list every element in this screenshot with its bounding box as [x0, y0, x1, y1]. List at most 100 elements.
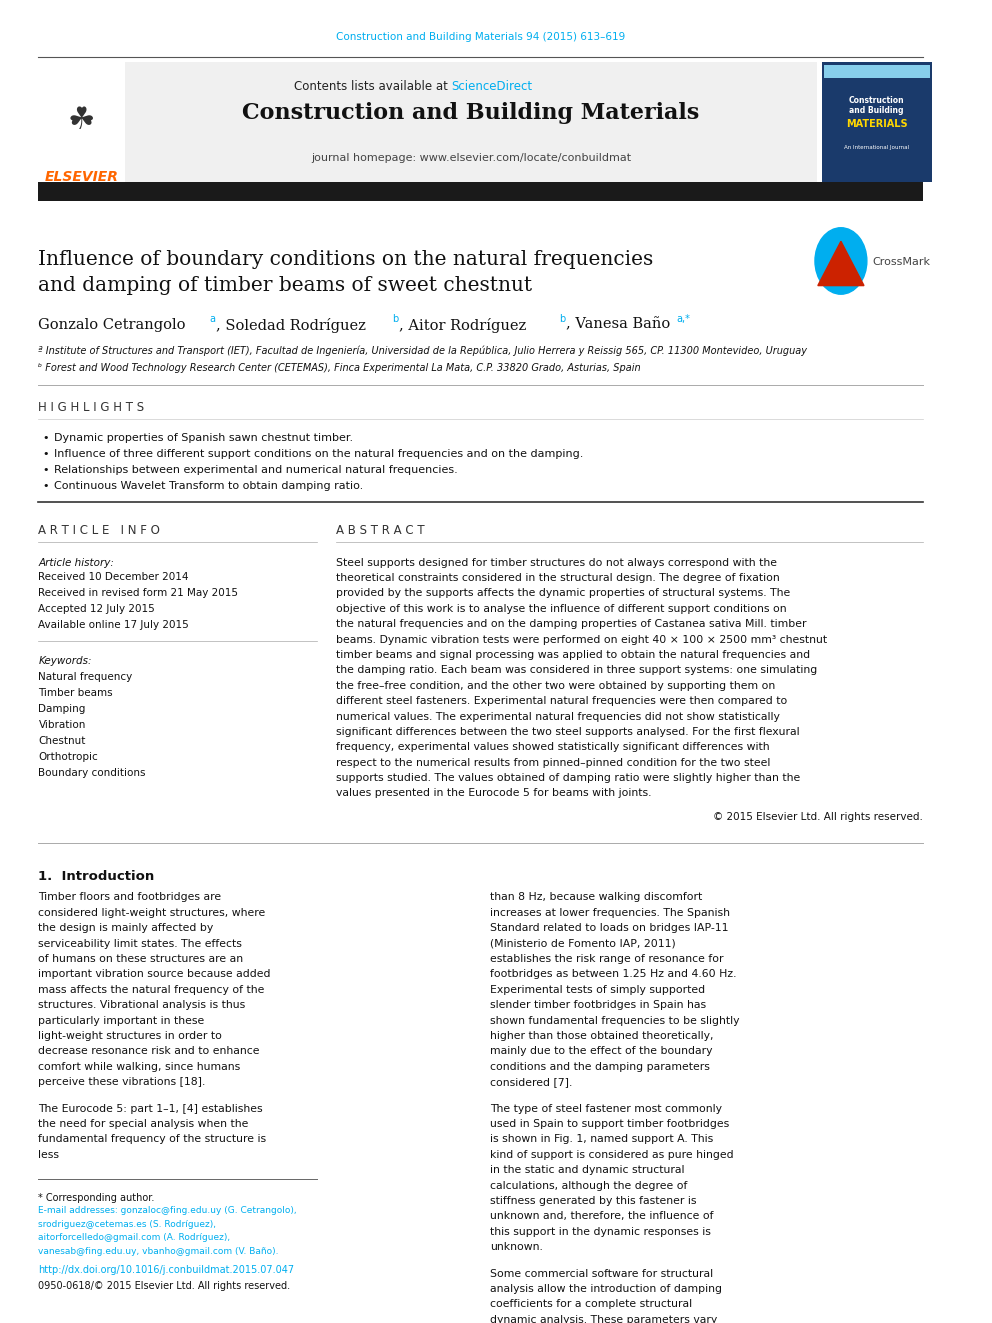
Text: shown fundamental frequencies to be slightly: shown fundamental frequencies to be slig…: [490, 1016, 740, 1025]
Text: decrease resonance risk and to enhance: decrease resonance risk and to enhance: [39, 1046, 260, 1056]
Text: Article history:: Article history:: [39, 557, 114, 568]
Text: considered [7].: considered [7].: [490, 1077, 572, 1088]
Text: comfort while walking, since humans: comfort while walking, since humans: [39, 1062, 241, 1072]
Text: ☘: ☘: [68, 106, 95, 135]
Text: , Vanesa Baño: , Vanesa Baño: [566, 318, 675, 332]
Text: (Ministerio de Fomento IAP, 2011): (Ministerio de Fomento IAP, 2011): [490, 938, 676, 949]
Text: in the static and dynamic structural: in the static and dynamic structural: [490, 1166, 684, 1175]
Text: journal homepage: www.elsevier.com/locate/conbuildmat: journal homepage: www.elsevier.com/locat…: [310, 152, 631, 163]
Text: Contents lists available at: Contents lists available at: [294, 79, 451, 93]
Text: of humans on these structures are an: of humans on these structures are an: [39, 954, 244, 964]
Text: frequency, experimental values showed statistically significant differences with: frequency, experimental values showed st…: [336, 742, 770, 753]
Text: is shown in Fig. 1, named support A. This: is shown in Fig. 1, named support A. Thi…: [490, 1134, 713, 1144]
Text: Some commercial software for structural: Some commercial software for structural: [490, 1269, 713, 1278]
Text: Timber beams: Timber beams: [39, 688, 113, 699]
Text: A B S T R A C T: A B S T R A C T: [336, 524, 425, 537]
Text: conditions and the damping parameters: conditions and the damping parameters: [490, 1062, 710, 1072]
Text: increases at lower frequencies. The Spanish: increases at lower frequencies. The Span…: [490, 908, 730, 918]
Text: ScienceDirect: ScienceDirect: [451, 79, 533, 93]
Text: mass affects the natural frequency of the: mass affects the natural frequency of th…: [39, 984, 265, 995]
Text: and damping of timber beams of sweet chestnut: and damping of timber beams of sweet che…: [39, 275, 533, 295]
Text: Construction
and Building: Construction and Building: [849, 97, 905, 115]
Text: Experimental tests of simply supported: Experimental tests of simply supported: [490, 984, 705, 995]
Text: fundamental frequency of the structure is: fundamental frequency of the structure i…: [39, 1134, 267, 1144]
FancyBboxPatch shape: [125, 62, 816, 183]
FancyBboxPatch shape: [39, 62, 125, 183]
Text: E-mail addresses: gonzaloc@fing.edu.uy (G. Cetrangolo),: E-mail addresses: gonzaloc@fing.edu.uy (…: [39, 1207, 297, 1216]
Text: than 8 Hz, because walking discomfort: than 8 Hz, because walking discomfort: [490, 893, 702, 902]
Text: values presented in the Eurocode 5 for beams with joints.: values presented in the Eurocode 5 for b…: [336, 789, 652, 799]
Text: Natural frequency: Natural frequency: [39, 672, 133, 683]
Text: kind of support is considered as pure hinged: kind of support is considered as pure hi…: [490, 1150, 734, 1160]
Text: used in Spain to support timber footbridges: used in Spain to support timber footbrid…: [490, 1119, 729, 1129]
Text: the need for special analysis when the: the need for special analysis when the: [39, 1119, 249, 1129]
Text: serviceability limit states. The effects: serviceability limit states. The effects: [39, 938, 242, 949]
Text: stiffness generated by this fastener is: stiffness generated by this fastener is: [490, 1196, 696, 1205]
Text: less: less: [39, 1150, 60, 1160]
Text: Accepted 12 July 2015: Accepted 12 July 2015: [39, 605, 155, 614]
Text: light-weight structures in order to: light-weight structures in order to: [39, 1031, 222, 1041]
Text: respect to the numerical results from pinned–pinned condition for the two steel: respect to the numerical results from pi…: [336, 758, 771, 767]
Text: the damping ratio. Each beam was considered in three support systems: one simula: the damping ratio. Each beam was conside…: [336, 665, 817, 675]
Text: srodriguez@cetemas.es (S. Rodríguez),: srodriguez@cetemas.es (S. Rodríguez),: [39, 1220, 216, 1229]
Text: Available online 17 July 2015: Available online 17 July 2015: [39, 620, 189, 631]
Text: b: b: [559, 314, 565, 324]
Text: Damping: Damping: [39, 704, 86, 714]
Text: numerical values. The experimental natural frequencies did not show statisticall: numerical values. The experimental natur…: [336, 712, 781, 721]
Text: Boundary conditions: Boundary conditions: [39, 769, 146, 778]
Text: ª Institute of Structures and Transport (IET), Facultad de Ingeniería, Universid: ª Institute of Structures and Transport …: [39, 345, 807, 356]
Text: Dynamic properties of Spanish sawn chestnut timber.: Dynamic properties of Spanish sawn chest…: [54, 434, 353, 443]
Text: •: •: [43, 434, 49, 443]
Text: calculations, although the degree of: calculations, although the degree of: [490, 1180, 687, 1191]
Text: significant differences between the two steel supports analysed. For the first f: significant differences between the two …: [336, 726, 800, 737]
Text: considered light-weight structures, where: considered light-weight structures, wher…: [39, 908, 266, 918]
Polygon shape: [817, 241, 864, 286]
Text: timber beams and signal processing was applied to obtain the natural frequencies: timber beams and signal processing was a…: [336, 650, 810, 660]
Text: important vibration source because added: important vibration source because added: [39, 970, 271, 979]
Text: •: •: [43, 450, 49, 459]
Text: Received in revised form 21 May 2015: Received in revised form 21 May 2015: [39, 589, 238, 598]
Text: the free–free condition, and the other two were obtained by supporting them on: the free–free condition, and the other t…: [336, 681, 776, 691]
Text: vanesab@fing.edu.uy, vbanho@gmail.com (V. Baño).: vanesab@fing.edu.uy, vbanho@gmail.com (V…: [39, 1248, 279, 1256]
Text: The type of steel fastener most commonly: The type of steel fastener most commonly: [490, 1103, 722, 1114]
Text: Steel supports designed for timber structures do not always correspond with the: Steel supports designed for timber struc…: [336, 557, 778, 568]
Text: slender timber footbridges in Spain has: slender timber footbridges in Spain has: [490, 1000, 706, 1011]
Text: Orthotropic: Orthotropic: [39, 753, 98, 762]
Text: analysis allow the introduction of damping: analysis allow the introduction of dampi…: [490, 1283, 722, 1294]
Text: b: b: [392, 314, 399, 324]
Text: CrossMark: CrossMark: [873, 257, 930, 267]
Text: Vibration: Vibration: [39, 720, 86, 730]
Text: , Aitor Rodríguez: , Aitor Rodríguez: [399, 318, 531, 332]
Text: •: •: [43, 482, 49, 491]
Text: theoretical constraints considered in the structural design. The degree of fixat: theoretical constraints considered in th…: [336, 573, 780, 583]
Text: beams. Dynamic vibration tests were performed on eight 40 × 100 × 2500 mm³ chest: beams. Dynamic vibration tests were perf…: [336, 635, 827, 644]
Text: perceive these vibrations [18].: perceive these vibrations [18].: [39, 1077, 205, 1088]
FancyBboxPatch shape: [39, 183, 923, 201]
Text: unknown and, therefore, the influence of: unknown and, therefore, the influence of: [490, 1212, 713, 1221]
Text: Timber floors and footbridges are: Timber floors and footbridges are: [39, 893, 221, 902]
Text: dynamic analysis. These parameters vary: dynamic analysis. These parameters vary: [490, 1315, 717, 1323]
Text: H I G H L I G H T S: H I G H L I G H T S: [39, 401, 145, 414]
Text: Construction and Building Materials 94 (2015) 613–619: Construction and Building Materials 94 (…: [336, 32, 625, 42]
Text: a: a: [209, 314, 215, 324]
Circle shape: [815, 228, 867, 294]
Text: objective of this work is to analyse the influence of different support conditio: objective of this work is to analyse the…: [336, 603, 787, 614]
Text: •: •: [43, 466, 49, 475]
Text: A R T I C L E   I N F O: A R T I C L E I N F O: [39, 524, 161, 537]
Text: Keywords:: Keywords:: [39, 656, 92, 665]
Text: this support in the dynamic responses is: this support in the dynamic responses is: [490, 1226, 711, 1237]
Text: establishes the risk range of resonance for: establishes the risk range of resonance …: [490, 954, 723, 964]
Text: Construction and Building Materials: Construction and Building Materials: [242, 102, 699, 124]
Text: provided by the supports affects the dynamic properties of structural systems. T: provided by the supports affects the dyn…: [336, 589, 791, 598]
Text: http://dx.doi.org/10.1016/j.conbuildmat.2015.07.047: http://dx.doi.org/10.1016/j.conbuildmat.…: [39, 1266, 295, 1275]
Text: supports studied. The values obtained of damping ratio were slightly higher than: supports studied. The values obtained of…: [336, 773, 801, 783]
Text: ELSEVIER: ELSEVIER: [45, 169, 119, 184]
Text: Continuous Wavelet Transform to obtain damping ratio.: Continuous Wavelet Transform to obtain d…: [54, 482, 363, 491]
Text: , Soledad Rodríguez: , Soledad Rodríguez: [216, 318, 371, 332]
Text: © 2015 Elsevier Ltd. All rights reserved.: © 2015 Elsevier Ltd. All rights reserved…: [712, 812, 923, 823]
Text: Chestnut: Chestnut: [39, 736, 86, 746]
Text: different steel fasteners. Experimental natural frequencies were then compared t: different steel fasteners. Experimental …: [336, 696, 788, 706]
Text: coefficients for a complete structural: coefficients for a complete structural: [490, 1299, 692, 1310]
Text: Relationships between experimental and numerical natural frequencies.: Relationships between experimental and n…: [54, 466, 457, 475]
Text: MATERIALS: MATERIALS: [845, 119, 908, 130]
